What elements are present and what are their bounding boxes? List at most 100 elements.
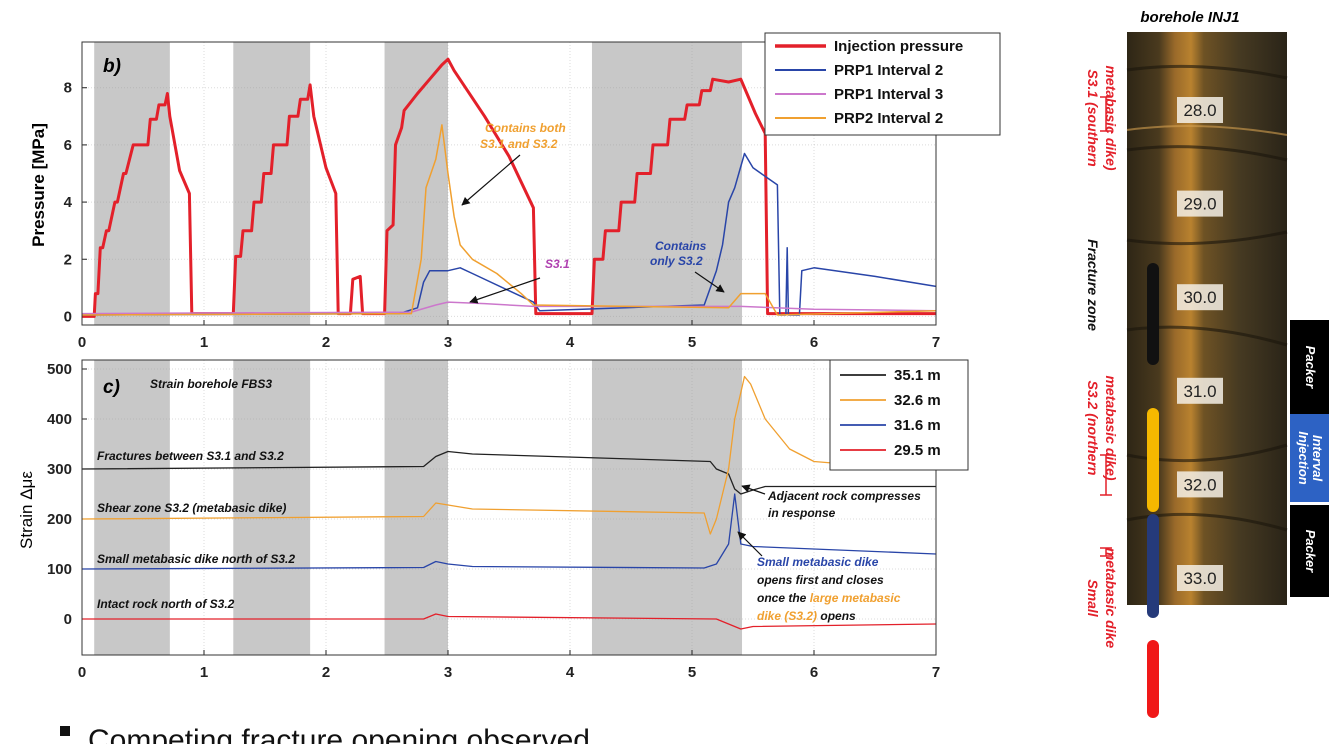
packer-box xyxy=(1290,414,1329,502)
packer-label: Interval xyxy=(1310,435,1325,482)
shaded-region xyxy=(94,42,170,325)
borehole: borehole INJ1 28.0 29.0 30.0 31.0 32.0 33.0 S… xyxy=(1085,9,1329,718)
packer-label: Packer xyxy=(1303,346,1318,390)
y-tick-label: 0 xyxy=(64,308,72,325)
x-tick-label: 4 xyxy=(566,664,575,681)
annotation: Fractures between S3.1 and S3.2 xyxy=(97,449,284,463)
packer-label: Injection xyxy=(1296,431,1311,485)
plot-frame xyxy=(81,359,937,656)
y-axis-label: Pressure [MPa] xyxy=(29,123,48,247)
x-tick-label: 1 xyxy=(200,664,208,681)
x-tick-label: 6 xyxy=(810,664,818,681)
x-tick-label: 5 xyxy=(688,334,696,351)
annotation: in response xyxy=(768,506,836,520)
shaded-region xyxy=(94,360,170,655)
legend-label: 29.5 m xyxy=(894,442,941,459)
annotation: Contains xyxy=(655,239,707,253)
annotations-c: Strain borehole FBS3 Fractures between S… xyxy=(97,377,921,623)
y-tick-label: 8 xyxy=(64,80,72,97)
zone-bar xyxy=(1147,514,1159,618)
x-tick-label: 1 xyxy=(200,334,208,351)
y-tick-label: 500 xyxy=(47,361,72,378)
zone-label: metabasic dike) xyxy=(1103,375,1119,480)
legend-label: 31.6 m xyxy=(894,417,941,434)
y-tick-label: 200 xyxy=(47,511,72,528)
annotation: once the large metabasic xyxy=(757,591,901,605)
y-tick-label: 6 xyxy=(64,137,72,154)
legend-label: 32.6 m xyxy=(894,392,941,409)
annotation: Small metabasic dike north of S3.2 xyxy=(97,552,295,566)
zone-label: S3.2 (northern xyxy=(1085,381,1101,476)
x-tick-label: 3 xyxy=(444,334,452,351)
series-group xyxy=(82,57,936,318)
shaded-region xyxy=(384,360,448,655)
depth-box xyxy=(1177,377,1223,404)
data-line xyxy=(82,493,936,570)
packer-labels: Packer Injection Interval Packer xyxy=(1296,346,1325,574)
x-tick-label: 6 xyxy=(810,334,818,351)
plot-frame xyxy=(81,41,937,326)
annotation: S3.1 and S3.2 xyxy=(480,137,558,151)
zone-label: Fracture zone xyxy=(1085,239,1101,331)
arrow xyxy=(741,484,766,495)
annotation: dike (S3.2) opens xyxy=(757,609,856,623)
zone-label: Small xyxy=(1085,579,1101,617)
bullet-marker xyxy=(60,726,70,736)
x-tick-label: 7 xyxy=(932,334,940,351)
data-line xyxy=(82,375,936,535)
zone-labels: S3.1 (southern metabasic dike)Fracture zo… xyxy=(1085,65,1119,648)
annotations-b: Contains both S3.1 and S3.2 Contains onl… xyxy=(461,121,725,304)
shaded-region xyxy=(591,360,743,655)
y-tick-label: 0 xyxy=(64,611,72,628)
depth-labels: 28.0 29.0 30.0 31.0 32.0 33.0 xyxy=(1177,97,1223,591)
plot-area xyxy=(82,360,936,655)
legend-label: PRP2 Interval 2 xyxy=(834,110,943,127)
data-line xyxy=(82,613,936,630)
zone-bar xyxy=(1147,640,1159,718)
annotation: opens first and closes xyxy=(757,573,884,587)
x-tick-label: 5 xyxy=(688,664,696,681)
depth-box xyxy=(1177,284,1223,311)
shaded-region xyxy=(591,42,743,325)
y-tick-label: 300 xyxy=(47,461,72,478)
arrow xyxy=(469,277,541,304)
depth-box xyxy=(1177,190,1223,217)
zone-label: metabasic dike xyxy=(1103,548,1119,649)
x-tick-label: 7 xyxy=(932,664,940,681)
chart: 0 1 2 3 4 5 6 7 0 100 200 300 400 500 c) Strain Δμε 35.1… xyxy=(17,359,969,681)
annotation: Contains both xyxy=(485,121,566,135)
borehole-texture xyxy=(1126,64,1288,532)
annotation: Strain borehole FBS3 xyxy=(150,377,272,391)
annotation: S3.1 xyxy=(545,257,570,271)
x-tick-label: 0 xyxy=(78,664,86,681)
y-tick-label: 400 xyxy=(47,411,72,428)
zone-label: metabasic dike) xyxy=(1103,65,1119,170)
bullet-text: Competing fracture opening observed xyxy=(88,724,590,744)
borehole-title: borehole INJ1 xyxy=(1140,9,1239,26)
annotation: Adjacent rock compresses xyxy=(767,489,921,503)
packer-box xyxy=(1290,320,1329,414)
y-tick-label: 2 xyxy=(64,251,72,268)
packer-label: Packer xyxy=(1303,530,1318,574)
annotation: large metabasic xyxy=(810,591,901,605)
depth-label: 32.0 xyxy=(1183,475,1216,494)
depth-box xyxy=(1177,97,1223,123)
x-tick-label: 3 xyxy=(444,664,452,681)
depth-box xyxy=(1177,565,1223,591)
zone-bar xyxy=(1147,263,1159,365)
data-line xyxy=(82,301,936,315)
annotation: opens xyxy=(820,609,856,623)
depth-label: 33.0 xyxy=(1183,569,1216,588)
arrow xyxy=(737,531,763,557)
panel-label: b) xyxy=(103,56,121,77)
annotation: dike (S3.2) xyxy=(757,609,817,623)
arrow xyxy=(694,271,725,293)
y-tick-label: 4 xyxy=(64,194,73,211)
shaded-region xyxy=(233,42,311,325)
legend-label: Injection pressure xyxy=(834,38,963,55)
shaded-region xyxy=(233,360,311,655)
legend-label: PRP1 Interval 2 xyxy=(834,62,943,79)
annotation: Small metabasic dike xyxy=(757,555,879,569)
zone-bar xyxy=(1147,408,1159,512)
depth-label: 30.0 xyxy=(1183,288,1216,307)
